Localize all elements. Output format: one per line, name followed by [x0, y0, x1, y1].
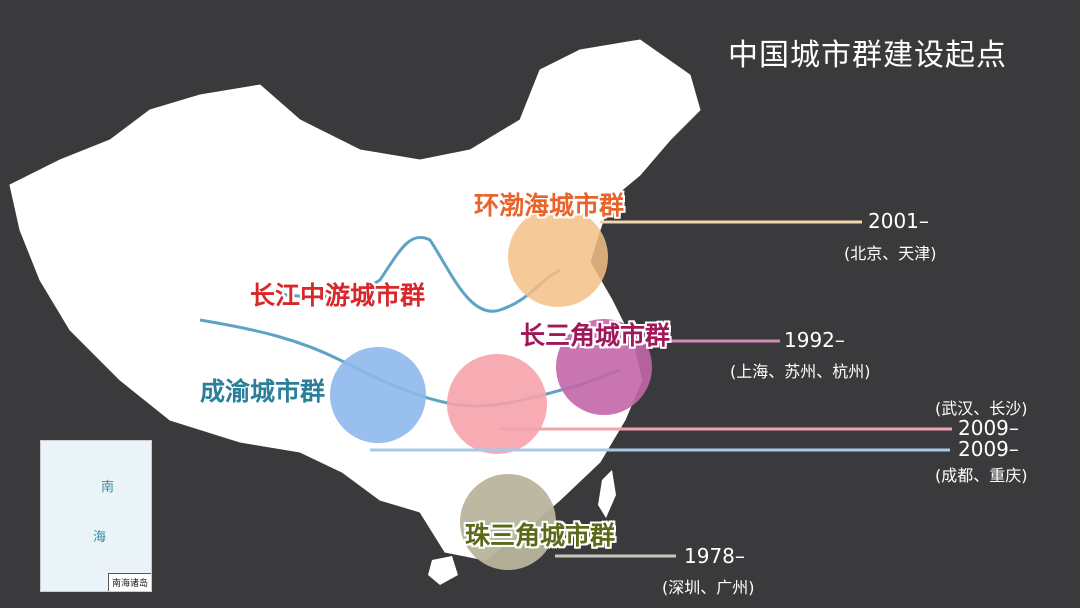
label-changjiang-middle: 长江中游城市群 — [250, 281, 426, 310]
circle-huanbohai — [508, 207, 608, 307]
cities-chengyu: (成都、重庆) — [935, 466, 1028, 485]
label-chengyu: 成渝城市群 — [200, 377, 326, 406]
yellow-river — [259, 236, 561, 313]
circle-changjiang-middle — [447, 354, 547, 454]
cities-zhusanjiao: (深圳、广州) — [662, 578, 755, 597]
circle-changsanjiao — [556, 319, 652, 415]
year-changsanjiao: 1992– — [784, 328, 845, 352]
cities-huanbohai: (北京、天津) — [844, 244, 937, 263]
label-huanbohai: 环渤海城市群 — [474, 191, 625, 220]
circle-chengyu — [330, 347, 426, 443]
year-changjiang-middle: 2009– — [958, 416, 1019, 440]
inset-label: 南海诸岛 — [107, 573, 151, 591]
inset-sea-label-1: 南 — [101, 480, 115, 495]
circle-zhusanjiao — [460, 474, 556, 570]
label-zhusanjiao: 珠三角城市群 — [465, 521, 616, 550]
cities-changsanjiao: (上海、苏州、杭州) — [730, 362, 871, 381]
year-zhusanjiao: 1978– — [684, 544, 745, 568]
label-changsanjiao: 长三角城市群 — [520, 321, 671, 350]
inset-sea-label-2: 海 — [93, 530, 107, 545]
year-chengyu: 2009– — [958, 437, 1019, 461]
cities-changjiang-middle: (武汉、长沙) — [935, 399, 1028, 418]
taiwan-island — [598, 470, 616, 518]
hainan-island — [428, 556, 458, 585]
page-title: 中国城市群建设起点 — [728, 38, 1007, 73]
south-china-sea-inset: 南 海 南海诸岛 — [40, 440, 152, 592]
year-huanbohai: 2001– — [868, 209, 929, 233]
